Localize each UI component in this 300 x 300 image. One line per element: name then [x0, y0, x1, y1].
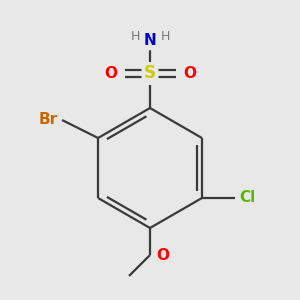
Text: H: H [160, 29, 170, 43]
Text: S: S [144, 64, 156, 82]
Text: O: O [104, 66, 117, 81]
Text: Cl: Cl [239, 190, 256, 206]
Text: O: O [156, 248, 169, 262]
Text: N: N [144, 33, 156, 48]
Text: Br: Br [38, 112, 58, 128]
Text: O: O [183, 66, 196, 81]
Text: H: H [130, 29, 140, 43]
